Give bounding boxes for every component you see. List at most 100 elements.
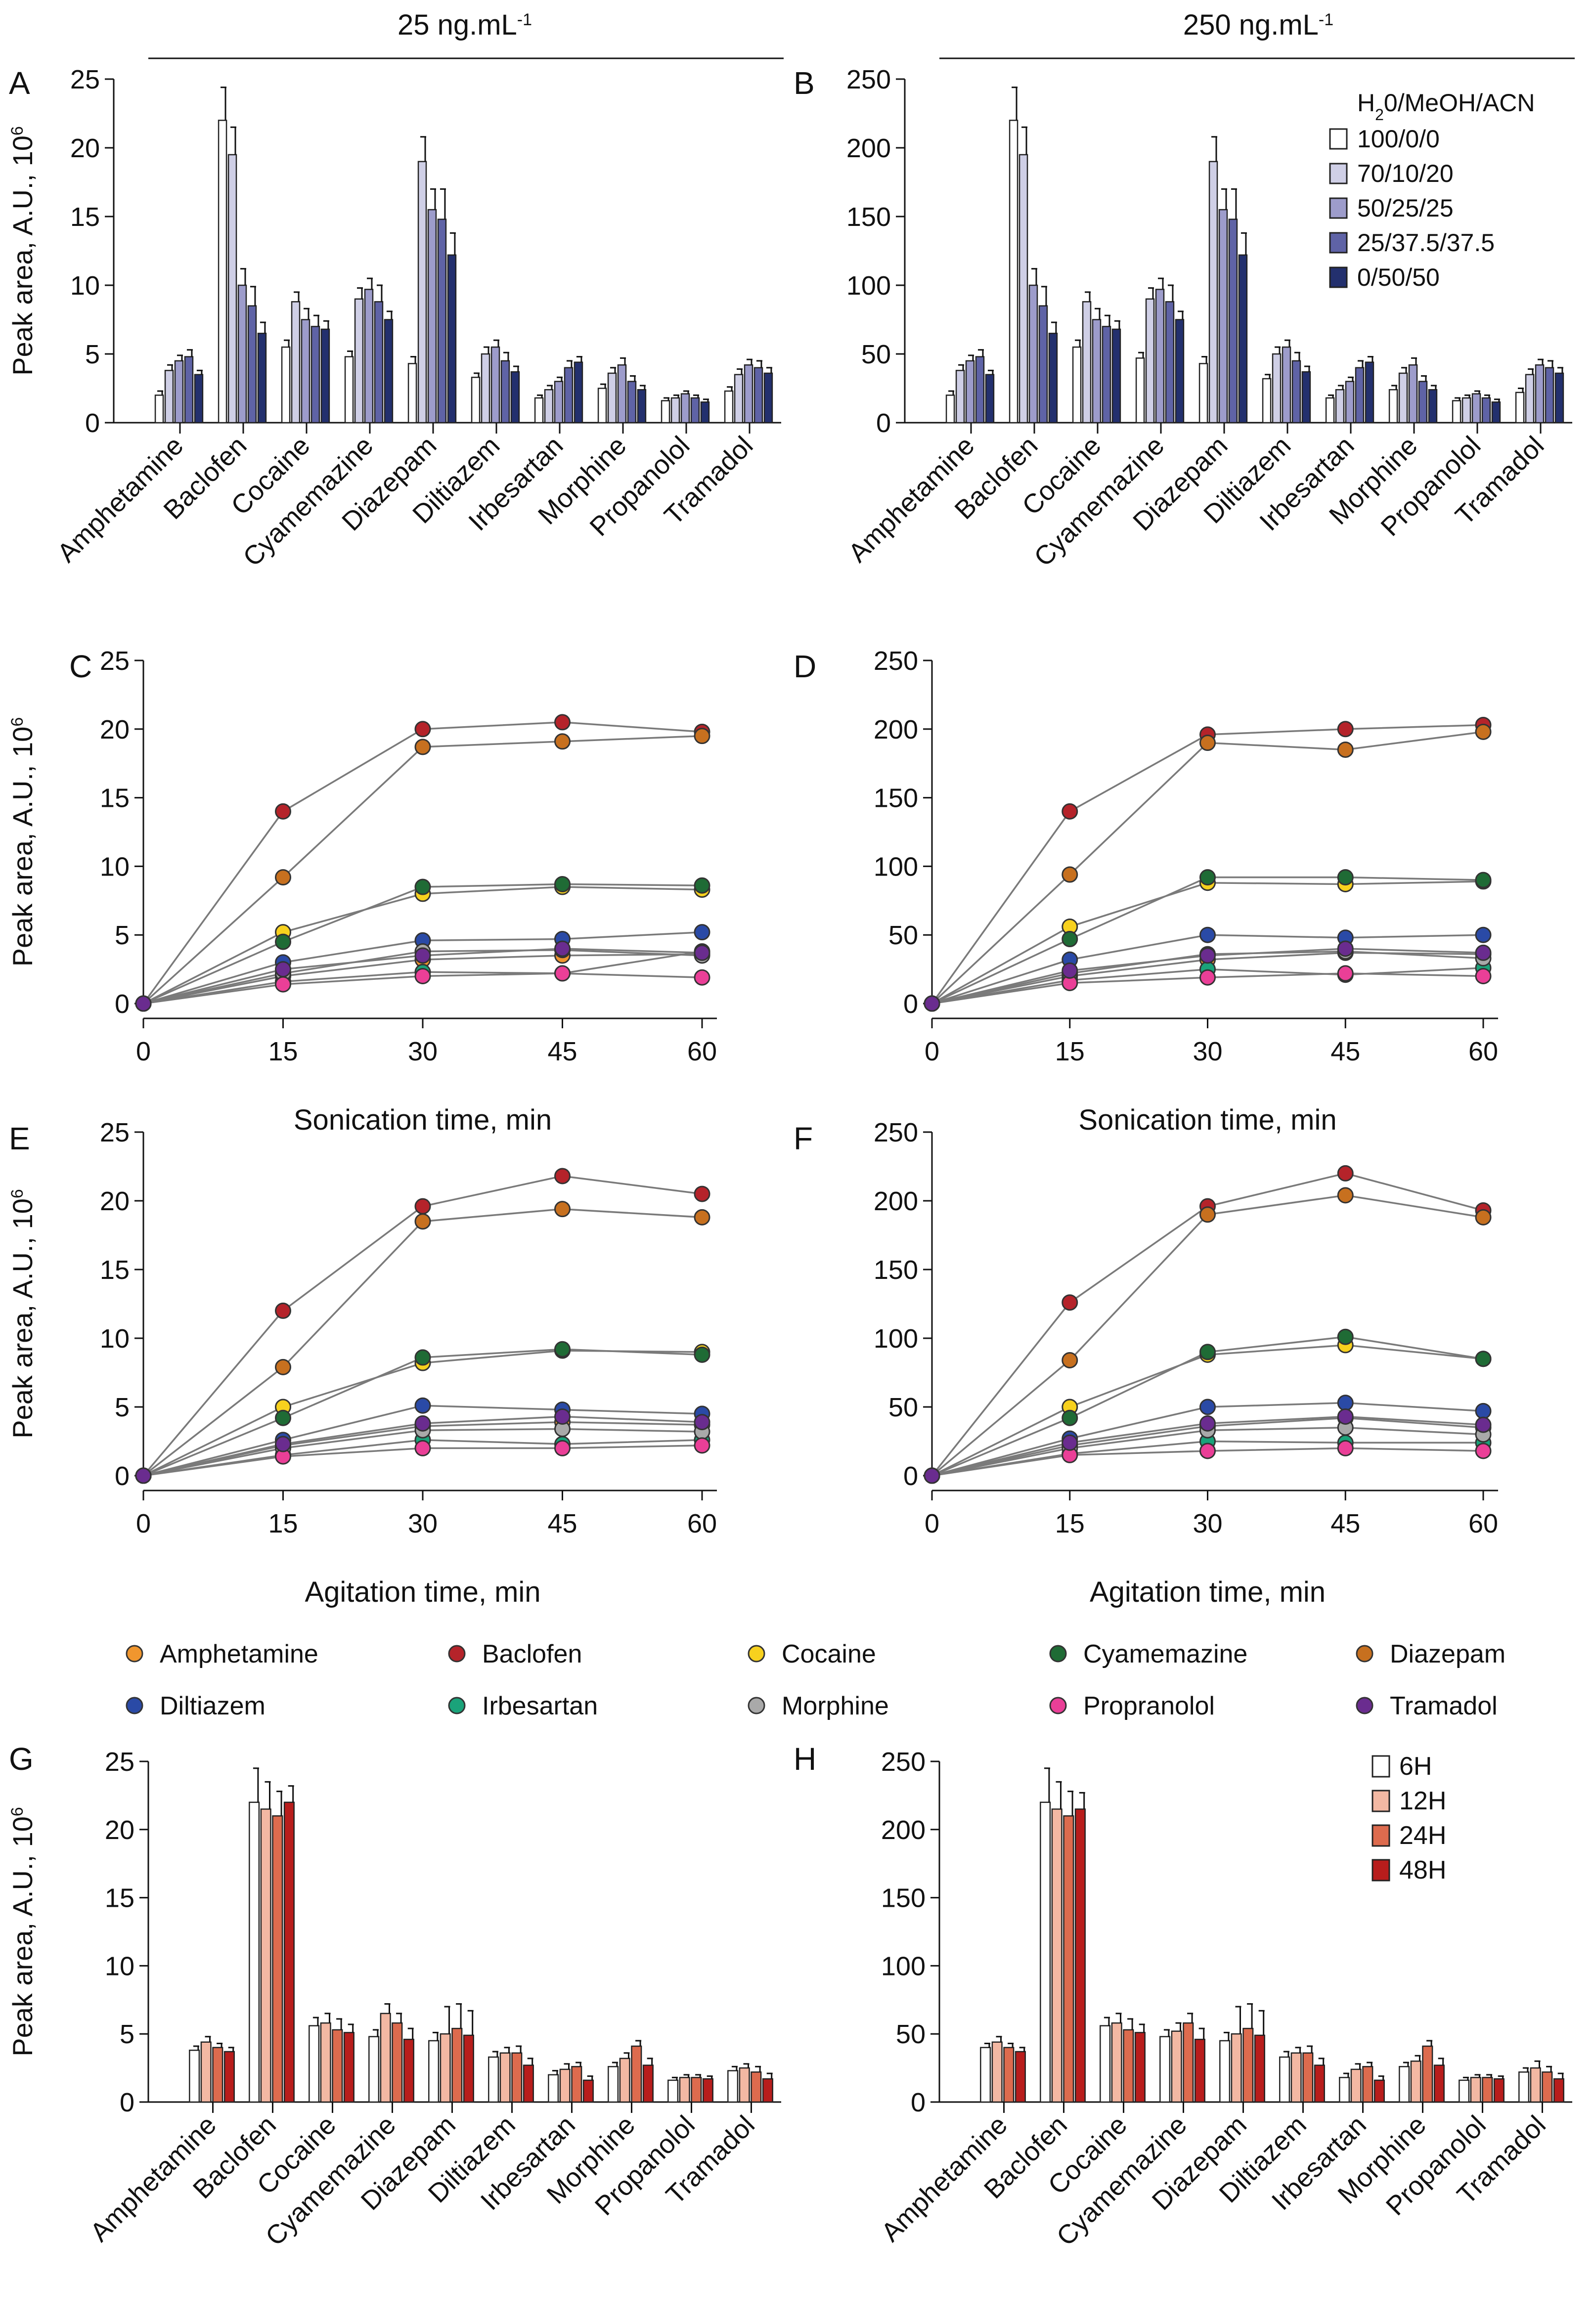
- bar-A-diltiazem-3: [500, 360, 510, 424]
- point-F-cyamemazine-15: [1062, 1409, 1078, 1426]
- bar-B-tramadol-2: [1535, 364, 1545, 424]
- legend-marker-diazepam: [1356, 1645, 1373, 1663]
- legend-marker-cocaine: [748, 1645, 765, 1663]
- y-tick-label-G-25: 25: [105, 1747, 134, 1777]
- point-E-cyamemazine-15: [275, 1409, 291, 1426]
- panel-letter-a: A: [9, 65, 30, 101]
- point-C-tramadol-30: [414, 947, 431, 964]
- legend-solvent-label-4: 25/37.5/37.5: [1357, 229, 1495, 257]
- bar-G-morphine-1: [619, 2058, 630, 2103]
- bar-A-propanolol-3: [690, 397, 700, 424]
- bar-B-amphetamine-4: [985, 374, 995, 424]
- x-tick-label-E-15: 15: [268, 1509, 298, 1538]
- point-E-cyamemazine-45: [554, 1341, 571, 1358]
- point-C-tramadol-45: [554, 940, 571, 957]
- point-D-baclofen-15: [1062, 803, 1078, 820]
- point-F-propranolol-45: [1337, 1440, 1354, 1456]
- y-tick-label-H-100: 100: [881, 1951, 926, 1981]
- bar-H-propanolol-3: [1493, 2078, 1505, 2103]
- point-E-diazepam-45: [554, 1201, 571, 1218]
- y-axis-label-sup-G: 6: [8, 1807, 27, 1816]
- bar-B-diazepam-0: [1198, 363, 1208, 424]
- bar-G-tramadol-0: [727, 2070, 739, 2103]
- bar-B-cyamemazine-4: [1175, 319, 1185, 424]
- y-tick-label-A-0: 0: [85, 408, 100, 438]
- bar-B-morphine-0: [1388, 389, 1398, 424]
- bar-G-baclofen-3: [283, 1801, 295, 2103]
- point-C-diazepam-60: [694, 728, 710, 745]
- bar-G-diltiazem-3: [523, 2064, 534, 2103]
- point-D-diazepam-15: [1062, 866, 1078, 883]
- bar-G-cyamemazine-3: [403, 2038, 414, 2103]
- legend-solvent-label-5: 0/50/50: [1357, 263, 1440, 291]
- bar-A-baclofen-1: [227, 154, 237, 424]
- y-tick-label-D-250: 250: [874, 646, 918, 676]
- bar-A-cocaine-0: [281, 346, 291, 424]
- bar-H-diazepam-3: [1254, 2034, 1265, 2103]
- bar-A-morphine-2: [617, 364, 627, 424]
- bar-G-diazepam-0: [428, 2040, 440, 2103]
- bar-B-diazepam-1: [1208, 161, 1218, 424]
- bar-A-amphetamine-2: [174, 360, 184, 424]
- point-E-diazepam-60: [694, 1209, 710, 1226]
- point-F-propranolol-60: [1475, 1443, 1492, 1459]
- bar-H-morphine-3: [1433, 2064, 1445, 2103]
- y-tick-label-A-5: 5: [85, 340, 100, 369]
- bar-A-baclofen-4: [257, 333, 267, 424]
- bar-A-cyamemazine-3: [374, 301, 384, 424]
- legend-marker-morphine: [748, 1697, 765, 1714]
- y-tick-label-H-200: 200: [881, 1815, 926, 1845]
- legend-time: 6H 12H 24H 48H: [1372, 1752, 1446, 1885]
- legend-time-label-4: 48H: [1399, 1856, 1446, 1885]
- bar-A-morphine-4: [637, 389, 647, 424]
- y-axis-label-main-A: Peak area, A.U., 10: [7, 135, 38, 376]
- bar-G-cyamemazine-1: [380, 2013, 391, 2103]
- x-tick-label-D-60: 60: [1468, 1037, 1498, 1066]
- legend-time-entry-1: 6H: [1372, 1752, 1432, 1781]
- point-C-propranolol-15: [275, 976, 291, 993]
- point-E-tramadol-0: [135, 1467, 152, 1484]
- point-D-baclofen-45: [1337, 721, 1354, 738]
- bar-A-irbesartan-4: [574, 361, 583, 424]
- bar-A-diltiazem-2: [490, 346, 500, 424]
- bar-G-irbesartan-0: [548, 2074, 559, 2103]
- bar-H-cocaine-1: [1111, 2022, 1122, 2103]
- y-axis-label-A: Peak area, A.U., 106: [7, 126, 38, 376]
- y-tick-label-B-250: 250: [846, 65, 891, 94]
- bar-B-irbesartan-0: [1325, 397, 1335, 424]
- legend-time-label-2: 12H: [1399, 1787, 1446, 1815]
- bar-H-cocaine-2: [1123, 2029, 1134, 2103]
- point-E-propranolol-45: [554, 1440, 571, 1456]
- y-tick-label-G-10: 10: [105, 1951, 134, 1981]
- x-tick-label-E-30: 30: [408, 1509, 438, 1538]
- bar-H-diltiazem-0: [1279, 2056, 1290, 2103]
- x-tick-label-C-45: 45: [547, 1037, 577, 1066]
- bar-G-propanolol-3: [702, 2078, 713, 2103]
- bar-H-cocaine-0: [1100, 2025, 1111, 2103]
- bar-A-tramadol-2: [744, 364, 753, 424]
- bar-H-tramadol-2: [1542, 2071, 1553, 2103]
- bar-B-tramadol-3: [1545, 367, 1554, 424]
- y-tick-label-E-20: 20: [100, 1186, 130, 1216]
- bar-A-baclofen-2: [237, 284, 247, 424]
- y-axis-label-sup-A: 6: [8, 126, 27, 135]
- bar-H-tramadol-0: [1518, 2071, 1530, 2103]
- bar-B-tramadol-0: [1515, 392, 1525, 424]
- point-C-tramadol-15: [275, 961, 291, 978]
- point-D-cyamemazine-45: [1337, 869, 1354, 886]
- y-axis-label-sup-C: 6: [8, 717, 27, 727]
- bar-H-diltiazem-1: [1290, 2052, 1302, 2103]
- point-E-baclofen-60: [694, 1185, 710, 1202]
- legend-label-cocaine: Cocaine: [782, 1640, 876, 1668]
- legend-compound-diazepam: Diazepam: [1356, 1640, 1505, 1668]
- point-C-diazepam-15: [275, 869, 291, 886]
- y-tick-label-C-0: 0: [115, 989, 130, 1019]
- bar-B-baclofen-0: [1009, 120, 1018, 424]
- point-F-tramadol-0: [924, 1467, 940, 1484]
- y-tick-label-B-200: 200: [846, 133, 891, 163]
- bar-A-amphetamine-3: [184, 356, 194, 424]
- bar-G-amphetamine-0: [189, 2050, 200, 2103]
- legend-time-swatch-2: [1372, 1790, 1390, 1812]
- point-F-diltiazem-30: [1199, 1399, 1216, 1415]
- bar-H-tramadol-3: [1553, 2078, 1564, 2103]
